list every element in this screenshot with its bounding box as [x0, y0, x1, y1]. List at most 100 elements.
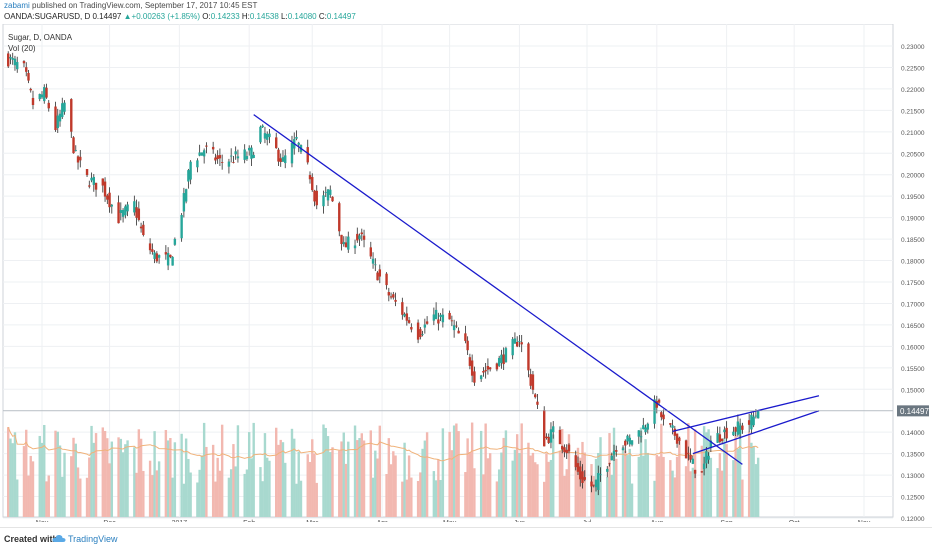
volume-bar [675, 456, 679, 517]
candle-body [543, 410, 546, 447]
volume-bar [218, 470, 222, 517]
candle-body [527, 343, 530, 371]
price-chart[interactable]: 0.120000.125000.130000.135000.140000.145… [0, 23, 932, 527]
volume-bar [534, 462, 537, 517]
candle-body [660, 412, 663, 418]
volume-bar [266, 457, 269, 517]
x-tick-label: Mar [306, 520, 319, 522]
x-tick-label: Nov [858, 520, 871, 522]
volume-bar [610, 474, 613, 517]
volume-bar [741, 479, 744, 517]
volume-bar [205, 446, 208, 517]
candle-body [261, 125, 264, 128]
y-tick-label: 0.13500 [901, 452, 925, 459]
volume-bar [452, 425, 456, 517]
candle-body [63, 102, 66, 112]
volume-bar [356, 440, 359, 517]
volume-bar [31, 461, 35, 517]
chart-frame[interactable]: 0.120000.125000.130000.135000.140000.145… [0, 23, 932, 527]
volume-bar [689, 471, 692, 517]
candle-body [101, 178, 105, 186]
volume-bar [644, 439, 647, 517]
candle-body [558, 429, 562, 445]
y-tick-label: 0.15500 [901, 366, 925, 373]
volume-bar [653, 480, 656, 517]
candle-body [184, 189, 188, 202]
low-value: 0.14080 [287, 12, 317, 21]
candle-body [247, 147, 251, 151]
candle-body [378, 269, 382, 277]
candle-body [7, 53, 10, 67]
volume-bar [236, 425, 240, 517]
volume-bar [110, 441, 114, 517]
open-label: O: [202, 12, 211, 21]
candle-body [689, 454, 692, 460]
candle-body [655, 401, 659, 408]
candle-body [70, 99, 73, 132]
candle-body [369, 247, 372, 257]
candle-body [653, 399, 656, 424]
candle-body [180, 214, 183, 239]
x-tick-label: Jun [514, 520, 525, 522]
candle-body [567, 444, 571, 452]
candle-body [148, 243, 152, 251]
open-value: 0.14233 [210, 12, 240, 21]
volume-bar [277, 444, 280, 517]
volume-bar [723, 437, 726, 517]
volume-bar [374, 450, 377, 517]
volume-bar [187, 458, 190, 517]
candle-body [11, 58, 14, 60]
volume-bar [502, 437, 505, 517]
candle-body [671, 425, 674, 428]
candle-body [432, 314, 436, 321]
volume-bar [511, 460, 514, 517]
volume-bar [669, 460, 672, 517]
candle-body [736, 421, 740, 435]
volume-bar [468, 452, 472, 517]
candle-body [389, 296, 393, 298]
candle-body [425, 321, 429, 324]
volume-bar [148, 460, 152, 517]
candle-body [488, 367, 492, 370]
candle-body [315, 190, 318, 206]
y-tick-label: 0.20000 [901, 173, 925, 180]
candle-body [362, 235, 366, 240]
volume-bar [234, 466, 237, 517]
volume-bar [716, 468, 719, 517]
candle-body [457, 330, 460, 334]
candle-body [236, 156, 240, 159]
x-tick-label: May [443, 520, 457, 522]
volume-bar [419, 472, 422, 517]
candle-body [56, 115, 59, 129]
volume-bar [394, 455, 397, 517]
volume-bar [299, 480, 303, 517]
volume-bar [313, 453, 316, 517]
candle-body [110, 204, 114, 207]
volume-bar [90, 425, 93, 517]
volume-bar [229, 469, 233, 517]
volume-bar [416, 480, 420, 517]
candle-body [606, 468, 609, 472]
candle-body [353, 245, 357, 249]
volume-bar [245, 469, 249, 517]
candle-body [263, 133, 267, 139]
volume-bar [268, 460, 271, 517]
author-link[interactable]: zabami [4, 1, 30, 10]
volume-bar [220, 424, 224, 517]
tradingview-brand[interactable]: TradingView [68, 534, 118, 544]
candle-body [421, 334, 424, 336]
candle-body [576, 463, 580, 472]
candle-body [482, 370, 485, 373]
volume-bar [470, 422, 474, 517]
candle-body [342, 242, 345, 245]
volume-bar [79, 478, 82, 517]
candle-body [200, 152, 204, 156]
y-tick-label: 0.22000 [901, 87, 925, 94]
candle-body [124, 206, 127, 216]
candle-body [85, 169, 89, 176]
candle-body [497, 357, 501, 366]
candle-body [495, 363, 499, 370]
volume-bar [495, 481, 499, 517]
volume-bar [306, 454, 309, 517]
candle-body [419, 329, 422, 338]
